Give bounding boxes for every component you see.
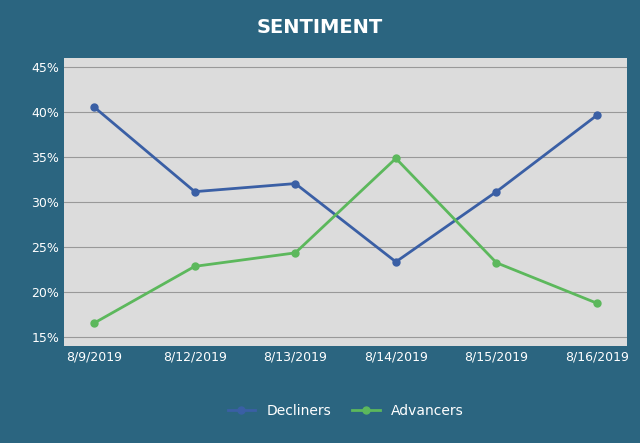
Decliners: [191, 189, 198, 194]
Decliners: [291, 181, 299, 186]
Line: Advancers: Advancers: [91, 155, 600, 326]
Decliners: [593, 113, 601, 118]
Advancers: [493, 260, 500, 265]
Advancers: [90, 320, 98, 326]
Advancers: [291, 250, 299, 256]
Decliners: [392, 259, 400, 264]
Decliners: [493, 189, 500, 194]
Text: SENTIMENT: SENTIMENT: [257, 18, 383, 37]
Advancers: [392, 156, 400, 161]
Legend: Decliners, Advancers: Decliners, Advancers: [221, 397, 470, 425]
Advancers: [191, 264, 198, 269]
Decliners: [90, 105, 98, 110]
Line: Decliners: Decliners: [91, 104, 600, 265]
Advancers: [593, 301, 601, 306]
